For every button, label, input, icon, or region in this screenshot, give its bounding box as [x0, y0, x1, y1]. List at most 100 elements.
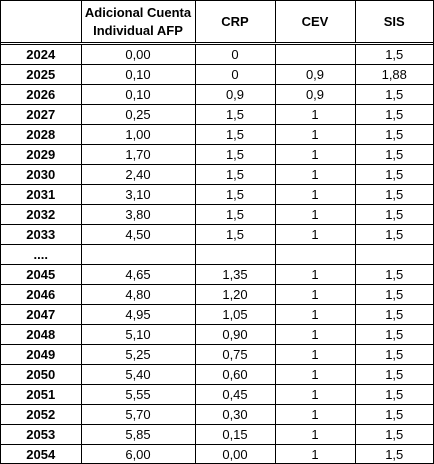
cell-crp: 1,5 — [194, 204, 276, 225]
table-row: 2049 5,25 0,75 1 1,5 — [1, 344, 433, 365]
cell-cev: 1 — [274, 364, 356, 385]
cell-afp: 5,25 — [80, 344, 196, 365]
table-row: 2024 0,00 0 1,5 — [1, 43, 433, 65]
header-afp: Adicional Cuenta Individual AFP — [80, 1, 196, 45]
cell-year: 2026 — [1, 84, 82, 105]
cell-afp: 0,00 — [80, 43, 196, 65]
cell-crp: 1,5 — [194, 224, 276, 245]
header-cev: CEV — [274, 1, 356, 45]
cell-sis: 1,5 — [354, 144, 433, 165]
cell-crp: 0,60 — [194, 364, 276, 385]
cell-year: 2051 — [1, 384, 82, 405]
table-row: .... — [1, 244, 433, 265]
cell-year: 2033 — [1, 224, 82, 245]
cell-sis: 1,5 — [354, 364, 433, 385]
cell-cev: 1 — [274, 264, 356, 285]
cell-crp — [194, 244, 276, 265]
cell-sis: 1,5 — [354, 404, 433, 425]
cell-afp: 5,10 — [80, 324, 196, 345]
cell-sis: 1,88 — [354, 64, 433, 85]
cell-crp: 0,90 — [194, 324, 276, 345]
cell-afp: 4,50 — [80, 224, 196, 245]
cell-crp: 1,05 — [194, 304, 276, 325]
header-year — [1, 1, 82, 45]
cell-cev: 1 — [274, 444, 356, 464]
cell-cev: 1 — [274, 124, 356, 145]
table-row: 2031 3,10 1,5 1 1,5 — [1, 184, 433, 205]
cell-sis: 1,5 — [354, 344, 433, 365]
cell-sis: 1,5 — [354, 424, 433, 445]
cell-afp: 5,70 — [80, 404, 196, 425]
cell-year: 2045 — [1, 264, 82, 285]
cell-year: 2030 — [1, 164, 82, 185]
cell-sis: 1,5 — [354, 444, 433, 464]
cell-sis: 1,5 — [354, 164, 433, 185]
cell-cev: 1 — [274, 404, 356, 425]
cell-cev: 1 — [274, 104, 356, 125]
cell-sis — [354, 244, 433, 265]
cell-year: 2029 — [1, 144, 82, 165]
cell-year: 2028 — [1, 124, 82, 145]
cell-year: 2047 — [1, 304, 82, 325]
table-row: 2027 0,25 1,5 1 1,5 — [1, 104, 433, 125]
cell-sis: 1,5 — [354, 204, 433, 225]
cell-afp: 5,40 — [80, 364, 196, 385]
cell-sis: 1,5 — [354, 384, 433, 405]
cell-year: 2049 — [1, 344, 82, 365]
cell-afp: 4,95 — [80, 304, 196, 325]
cell-afp: 5,85 — [80, 424, 196, 445]
cell-sis: 1,5 — [354, 264, 433, 285]
cell-crp: 1,5 — [194, 164, 276, 185]
cell-year: 2027 — [1, 104, 82, 125]
cell-sis: 1,5 — [354, 84, 433, 105]
cell-cev — [274, 43, 356, 65]
table-row: 2025 0,10 0 0,9 1,88 — [1, 64, 433, 85]
table-row: 2032 3,80 1,5 1 1,5 — [1, 204, 433, 225]
table-row: 2033 4,50 1,5 1 1,5 — [1, 224, 433, 245]
cell-year: 2050 — [1, 364, 82, 385]
cell-sis: 1,5 — [354, 324, 433, 345]
cell-cev: 1 — [274, 144, 356, 165]
cell-afp: 1,00 — [80, 124, 196, 145]
cell-crp: 1,5 — [194, 104, 276, 125]
cell-crp: 1,5 — [194, 144, 276, 165]
table-row: 2026 0,10 0,9 0,9 1,5 — [1, 84, 433, 105]
table-row: 2046 4,80 1,20 1 1,5 — [1, 284, 433, 305]
cell-year: .... — [1, 244, 82, 265]
table-row: 2053 5,85 0,15 1 1,5 — [1, 424, 433, 445]
cell-crp: 1,5 — [194, 184, 276, 205]
cell-sis: 1,5 — [354, 224, 433, 245]
cell-crp: 0,9 — [194, 84, 276, 105]
cell-year: 2046 — [1, 284, 82, 305]
cell-crp: 1,5 — [194, 124, 276, 145]
cell-crp: 0,00 — [194, 444, 276, 464]
cell-cev: 1 — [274, 164, 356, 185]
header-sis: SIS — [354, 1, 433, 45]
table-row: 2054 6,00 0,00 1 1,5 — [1, 444, 433, 464]
cell-year: 2025 — [1, 64, 82, 85]
header-crp: CRP — [194, 1, 276, 45]
table-row: 2052 5,70 0,30 1 1,5 — [1, 404, 433, 425]
cell-afp: 3,10 — [80, 184, 196, 205]
table-header-row: Adicional Cuenta Individual AFP CRP CEV … — [1, 1, 433, 45]
cell-cev: 1 — [274, 204, 356, 225]
cell-cev — [274, 244, 356, 265]
cell-crp: 0 — [194, 43, 276, 65]
cell-afp: 0,10 — [80, 64, 196, 85]
cell-sis: 1,5 — [354, 304, 433, 325]
cell-year: 2052 — [1, 404, 82, 425]
cell-cev: 1 — [274, 424, 356, 445]
cell-year: 2024 — [1, 43, 82, 65]
cell-afp: 4,80 — [80, 284, 196, 305]
cell-afp: 0,25 — [80, 104, 196, 125]
cell-afp: 5,55 — [80, 384, 196, 405]
cell-year: 2053 — [1, 424, 82, 445]
table-row: 2030 2,40 1,5 1 1,5 — [1, 164, 433, 185]
table-row: 2047 4,95 1,05 1 1,5 — [1, 304, 433, 325]
cell-cev: 1 — [274, 304, 356, 325]
cell-cev: 0,9 — [274, 64, 356, 85]
table-row: 2050 5,40 0,60 1 1,5 — [1, 364, 433, 385]
cell-crp: 1,35 — [194, 264, 276, 285]
